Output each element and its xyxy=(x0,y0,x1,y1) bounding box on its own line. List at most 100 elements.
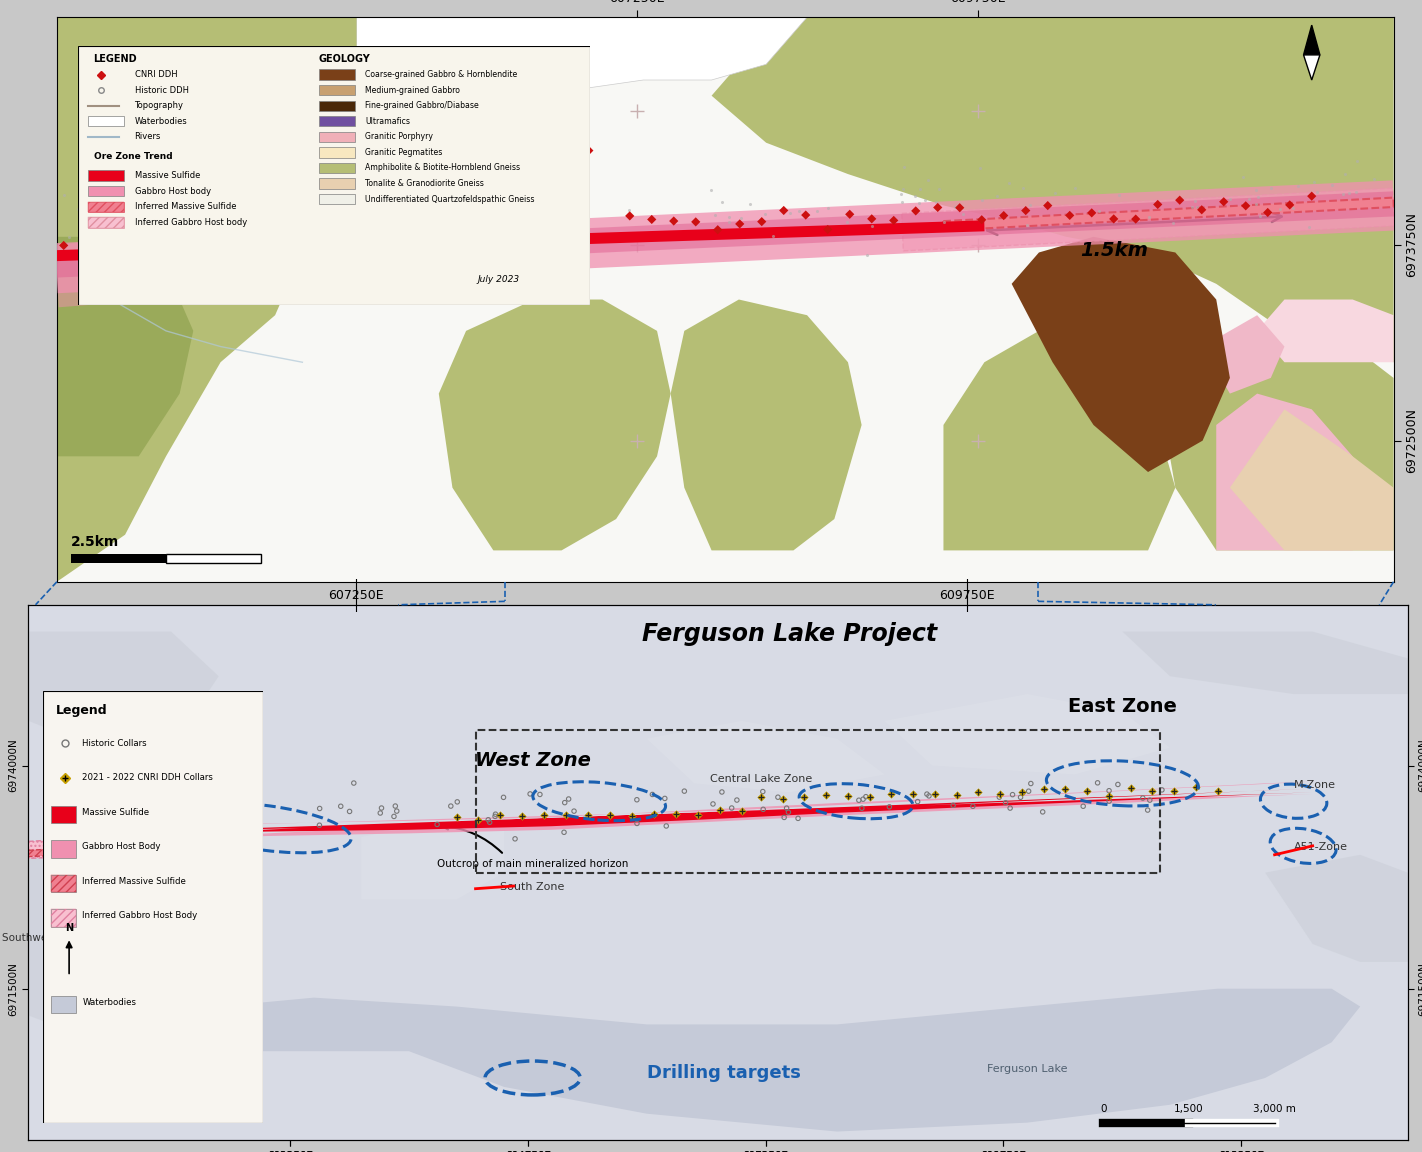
Point xyxy=(927,180,950,198)
Point xyxy=(914,191,937,210)
Point xyxy=(970,191,993,210)
Polygon shape xyxy=(902,188,1395,251)
Point xyxy=(994,794,1017,812)
Point xyxy=(363,205,385,223)
Point xyxy=(572,232,594,250)
Point xyxy=(321,227,344,245)
Point xyxy=(1206,782,1229,801)
Point xyxy=(309,799,331,818)
Point xyxy=(926,198,948,217)
Text: 1,500: 1,500 xyxy=(1175,1104,1204,1114)
Text: Amphibolite & Biotite-Hornblend Gneiss: Amphibolite & Biotite-Hornblend Gneiss xyxy=(365,164,520,173)
Point xyxy=(923,785,946,803)
Point xyxy=(1303,173,1325,191)
Point xyxy=(967,783,990,802)
Point xyxy=(363,218,385,236)
Point xyxy=(114,203,137,221)
Polygon shape xyxy=(1257,300,1394,362)
Text: Ferguson Lake Project: Ferguson Lake Project xyxy=(641,622,937,645)
Point xyxy=(577,805,600,824)
Polygon shape xyxy=(808,17,1011,48)
Point xyxy=(1234,197,1257,215)
Point xyxy=(1231,167,1254,185)
Point xyxy=(754,205,776,223)
Text: Inferred Gabbro Host body: Inferred Gabbro Host body xyxy=(135,218,247,227)
Point xyxy=(503,829,526,848)
Point xyxy=(626,790,648,809)
Text: Waterbodies: Waterbodies xyxy=(82,998,137,1007)
Point xyxy=(469,185,492,204)
Point xyxy=(1138,209,1160,227)
Text: Inferred Massive Sulfide: Inferred Massive Sulfide xyxy=(135,203,236,211)
Text: South Zone: South Zone xyxy=(501,882,565,893)
Polygon shape xyxy=(943,331,1176,551)
Bar xyxy=(88,202,124,212)
Bar xyxy=(319,100,354,111)
Text: 609750E: 609750E xyxy=(939,589,995,602)
Point xyxy=(246,228,269,247)
Text: GEOLOGY: GEOLOGY xyxy=(319,54,371,63)
Point xyxy=(128,196,151,214)
Point xyxy=(1086,774,1109,793)
Point xyxy=(1020,196,1042,214)
Point xyxy=(779,204,802,222)
Bar xyxy=(51,874,75,892)
Text: Granitic Pegmatites: Granitic Pegmatites xyxy=(365,147,442,157)
Point xyxy=(1278,196,1301,214)
Point xyxy=(439,195,462,213)
Point xyxy=(617,200,640,219)
Bar xyxy=(51,805,75,823)
Text: LEGEND: LEGEND xyxy=(94,54,137,63)
Text: West Zone: West Zone xyxy=(475,750,590,770)
Point xyxy=(997,174,1020,192)
Point xyxy=(656,817,678,835)
Point xyxy=(388,228,411,247)
Point xyxy=(788,202,811,220)
Point xyxy=(775,799,798,818)
Point xyxy=(1146,195,1169,213)
Point xyxy=(710,192,732,211)
Point xyxy=(368,238,391,257)
Point xyxy=(1298,218,1321,236)
Point xyxy=(555,805,577,824)
Point xyxy=(222,215,245,234)
Point xyxy=(892,180,914,198)
Point xyxy=(223,203,246,221)
Polygon shape xyxy=(884,694,1170,774)
Text: Massive Sulfide: Massive Sulfide xyxy=(82,808,149,817)
Text: Tonalite & Granodiorite Gneiss: Tonalite & Granodiorite Gneiss xyxy=(365,179,483,188)
Bar xyxy=(88,202,124,212)
Point xyxy=(684,213,707,232)
Point xyxy=(993,206,1015,225)
Point xyxy=(383,222,405,241)
Text: Inferred Massive Sulfide: Inferred Massive Sulfide xyxy=(82,877,186,886)
Text: Gabbro Host Body: Gabbro Host Body xyxy=(82,842,161,851)
Point xyxy=(1098,791,1121,810)
Point xyxy=(388,217,411,235)
Point xyxy=(1185,778,1207,796)
Point xyxy=(708,801,731,819)
Point xyxy=(776,803,799,821)
Point xyxy=(538,210,560,228)
Point xyxy=(1106,775,1129,794)
Point xyxy=(967,783,990,802)
Point xyxy=(1206,782,1229,801)
Point xyxy=(1119,779,1142,797)
Point xyxy=(805,203,828,221)
Point xyxy=(904,202,927,220)
Point xyxy=(563,802,586,820)
Point xyxy=(348,236,371,255)
Bar xyxy=(319,147,354,158)
Point xyxy=(196,228,219,247)
Point xyxy=(786,809,809,827)
Point xyxy=(418,196,441,214)
Point xyxy=(880,785,903,803)
Point xyxy=(988,788,1011,806)
Point xyxy=(902,785,924,803)
Bar xyxy=(71,554,166,563)
Point xyxy=(917,172,940,190)
Point xyxy=(816,199,839,218)
Polygon shape xyxy=(671,300,862,551)
Point xyxy=(860,217,883,235)
Point xyxy=(445,808,468,826)
